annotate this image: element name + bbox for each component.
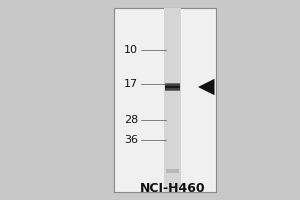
Text: 28: 28 (124, 115, 138, 125)
Text: 36: 36 (124, 135, 138, 145)
Polygon shape (198, 79, 214, 95)
FancyBboxPatch shape (165, 88, 180, 90)
FancyBboxPatch shape (165, 83, 180, 84)
FancyBboxPatch shape (114, 8, 216, 192)
Text: 10: 10 (124, 45, 138, 55)
FancyBboxPatch shape (166, 169, 179, 173)
FancyBboxPatch shape (165, 86, 180, 88)
FancyBboxPatch shape (165, 90, 180, 91)
Text: NCI-H460: NCI-H460 (140, 182, 205, 194)
Text: 17: 17 (124, 79, 138, 89)
FancyBboxPatch shape (165, 84, 180, 86)
FancyBboxPatch shape (164, 8, 181, 192)
